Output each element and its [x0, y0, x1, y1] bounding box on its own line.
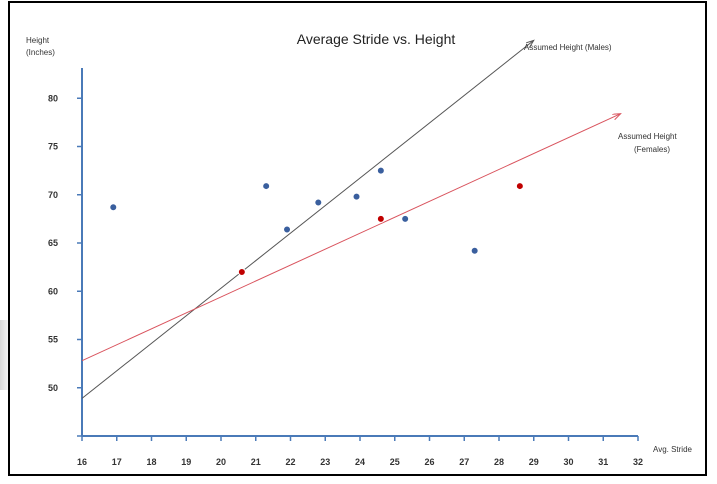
data-point-blue	[109, 203, 118, 212]
x-tick-label: 22	[285, 457, 295, 467]
x-axis-label: Avg. Stride	[653, 445, 693, 454]
x-tick-label: 26	[424, 457, 434, 467]
y-tick-label: 70	[48, 190, 58, 200]
y-tick-label: 75	[48, 142, 58, 152]
y-tick-label: 55	[48, 335, 58, 345]
data-point-blue	[314, 198, 323, 207]
chart-frame	[8, 1, 707, 476]
left-edge-shadow	[0, 320, 8, 390]
chart-title: Average Stride vs. Height	[297, 31, 456, 47]
y-axis-label-line2: (Inches)	[26, 48, 55, 57]
data-point-blue	[352, 192, 361, 201]
data-point-blue	[262, 182, 271, 191]
x-tick-label: 19	[181, 457, 191, 467]
x-tick-label: 24	[355, 457, 365, 467]
y-axis-label-line1: Height	[26, 36, 50, 45]
x-tick-label: 21	[251, 457, 261, 467]
trend-line-females	[81, 114, 621, 362]
line-label-males: Assumed Height (Males)	[524, 43, 612, 52]
line-label-females-line1: Assumed Height	[618, 132, 677, 141]
y-tick-label: 60	[48, 286, 58, 296]
data-point-blue	[283, 225, 292, 234]
data-point-blue	[470, 246, 479, 255]
data-point-blue	[401, 214, 410, 223]
y-tick-label: 65	[48, 238, 58, 248]
x-tick-label: 17	[112, 457, 122, 467]
data-point-red	[515, 182, 524, 191]
x-tick-label: 20	[216, 457, 226, 467]
x-tick-label: 18	[146, 457, 156, 467]
x-tick-label: 16	[77, 457, 87, 467]
x-tick-label: 29	[529, 457, 539, 467]
trend-line-males	[81, 40, 534, 399]
x-tick-label: 27	[459, 457, 469, 467]
data-point-red	[376, 214, 385, 223]
data-point-blue	[376, 166, 385, 175]
line-label-females-line2: (Females)	[634, 145, 670, 154]
data-point-red	[237, 267, 246, 276]
y-tick-label: 80	[48, 93, 58, 103]
x-tick-label: 28	[494, 457, 504, 467]
x-tick-label: 25	[390, 457, 400, 467]
x-tick-label: 30	[563, 457, 573, 467]
x-tick-label: 32	[633, 457, 643, 467]
x-tick-label: 23	[320, 457, 330, 467]
y-tick-label: 50	[48, 383, 58, 393]
x-tick-label: 31	[598, 457, 608, 467]
